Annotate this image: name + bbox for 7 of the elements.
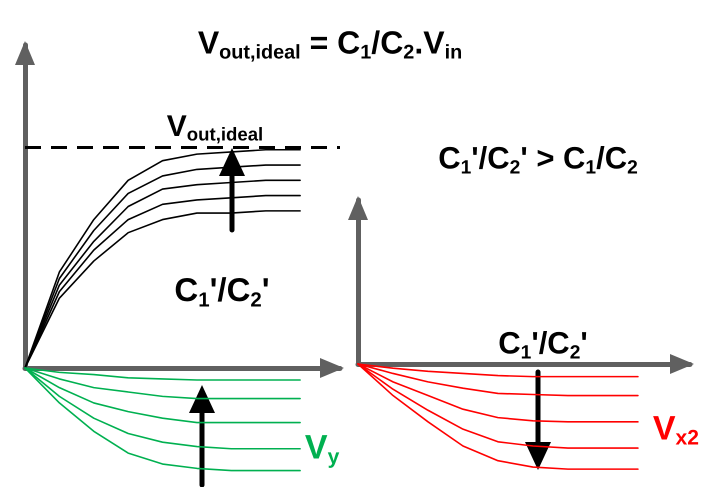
series-label: V$_{y}$ [304, 428, 340, 468]
text: C$_{1}$'/C$_{2}$' [498, 325, 588, 364]
text: C$_{1}$'/C$_{2}$' > C$_{1}$/C$_{2}$ [438, 140, 638, 178]
annotation: C$_{1}$'/C$_{2}$' [174, 271, 270, 312]
chart-title: V$_{out,ideal}$ = C$_{1}$/C$_{2}$.V$_{in}$ [198, 24, 462, 64]
series-label: V$_{x2}$ [652, 409, 699, 450]
ref-line-label: V$_{out,ideal}$ [166, 109, 264, 144]
